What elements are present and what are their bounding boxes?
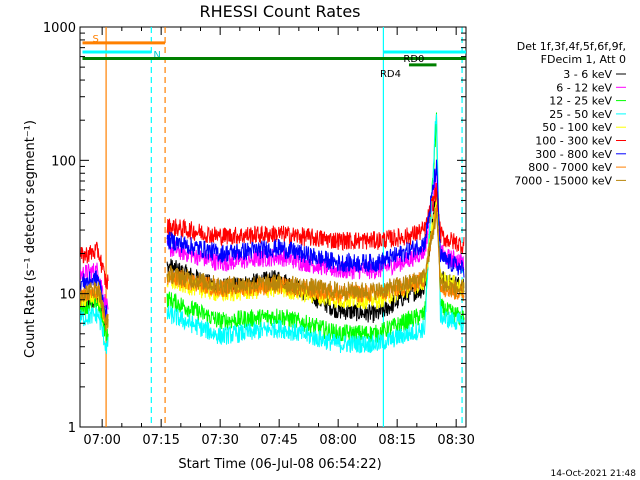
legend-label-3: 25 - 50 keV <box>549 108 612 121</box>
legend-label-2: 12 - 25 keV <box>549 95 612 108</box>
x-tick-label-5: 08:15 <box>378 433 415 448</box>
legend: Det 1f,3f,4f,5f,6f,9f,FDecim 1, Att 0 3 -… <box>514 40 626 187</box>
legend-label-4: 50 - 100 keV <box>542 121 612 134</box>
date-stamp: 14-Oct-2021 21:48 <box>551 469 637 479</box>
legend-label-7: 800 - 7000 keV <box>528 161 612 174</box>
plot-frame <box>79 26 467 428</box>
legend-header-1: FDecim 1, Att 0 <box>541 53 626 66</box>
legend-header-0: Det 1f,3f,4f,5f,6f,9f, <box>517 40 626 53</box>
legend-label-0: 3 - 6 keV <box>563 68 612 81</box>
series-line-2 <box>80 112 465 344</box>
y-tick-label-1: 10 <box>59 288 76 303</box>
y-axis-label: Count Rate (s⁻¹ detector segment⁻¹) <box>23 120 38 358</box>
flag-label-3: RD0 <box>403 54 424 65</box>
series-line-7 <box>80 204 465 328</box>
axes: 07:00 07:15 07:30 07:45 08:00 08:15 08:30 1 10 10… <box>43 21 475 448</box>
x-tick-label-4: 08:00 <box>319 433 356 448</box>
x-tick-label-6: 08:30 <box>437 433 474 448</box>
x-axis-label: Start Time (06-Jul-08 06:54:22) <box>178 457 381 472</box>
legend-label-8: 7000 - 15000 keV <box>514 174 612 187</box>
flag-label-4: RD4 <box>380 69 401 80</box>
series-lines <box>80 112 465 354</box>
x-tick-label-3: 07:45 <box>260 433 297 448</box>
legend-label-6: 300 - 800 keV <box>535 148 612 161</box>
y-tick-label-2: 100 <box>51 154 76 169</box>
legend-label-1: 6 - 12 keV <box>556 81 612 94</box>
x-tick-label-0: 07:00 <box>83 433 120 448</box>
plot-area <box>79 26 467 428</box>
y-tick-label-0: 1 <box>68 421 76 436</box>
vertical-markers <box>105 27 463 427</box>
legend-label-5: 100 - 300 keV <box>535 135 612 148</box>
flag-label-0: S <box>92 34 98 45</box>
series-line-8 <box>80 210 465 332</box>
x-tick-label-1: 07:15 <box>142 433 179 448</box>
flag-label-1: N <box>153 50 160 61</box>
y-tick-label-3: 1000 <box>43 21 76 36</box>
chart-title: RHESSI Count Rates <box>200 2 361 21</box>
series-line-3 <box>80 114 465 354</box>
x-tick-label-2: 07:30 <box>201 433 238 448</box>
series-line-5 <box>80 182 465 290</box>
